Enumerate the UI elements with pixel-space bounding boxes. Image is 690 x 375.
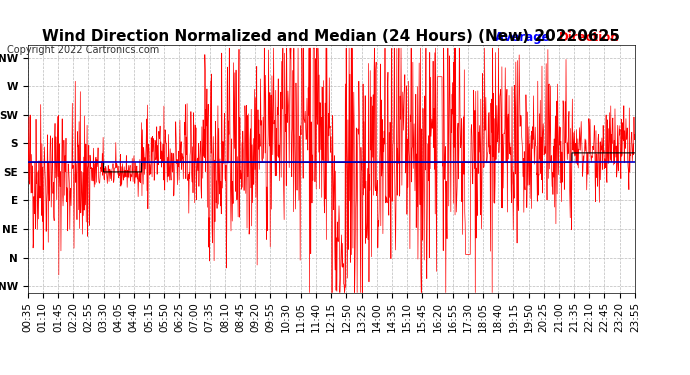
Text: Copyright 2022 Cartronics.com: Copyright 2022 Cartronics.com xyxy=(7,45,159,55)
Text: Direction: Direction xyxy=(559,32,620,44)
Title: Wind Direction Normalized and Median (24 Hours) (New) 20220625: Wind Direction Normalized and Median (24… xyxy=(42,29,620,44)
Text: Average: Average xyxy=(495,32,554,44)
